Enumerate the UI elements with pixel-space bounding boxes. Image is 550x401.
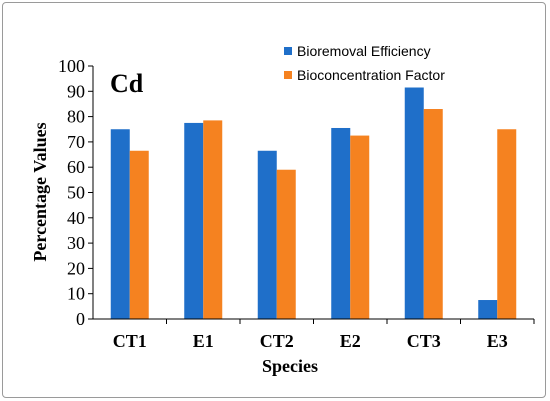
bar-bioremoval-efficiency-ct3 (404, 87, 424, 319)
bar-bioremoval-efficiency-e3 (478, 300, 498, 319)
y-tick-label: 90 (67, 81, 85, 101)
bar-bioconcentration-factor-ct3 (423, 109, 443, 319)
bar-bioconcentration-factor-e3 (497, 129, 517, 319)
legend-swatch-bioconcentration-factor (284, 71, 292, 79)
x-tick-label-e1: E1 (193, 331, 214, 351)
bar-bioconcentration-factor-e1 (203, 120, 223, 320)
bar-bioremoval-efficiency-e2 (331, 127, 351, 319)
bar-bioremoval-efficiency-ct2 (257, 150, 277, 319)
bars (110, 87, 517, 320)
y-tick-label: 10 (67, 284, 85, 304)
x-tick-label-ct2: CT2 (260, 331, 294, 351)
legend-label-bioremoval-efficiency: Bioremoval Efficiency (297, 43, 431, 59)
y-tick-label: 60 (67, 157, 85, 177)
y-tick-label: 30 (67, 233, 85, 253)
x-axis-title: Species (262, 356, 318, 376)
y-tick-label: 70 (67, 132, 85, 152)
legend: Bioremoval Efficiency Bioconcentration F… (284, 43, 445, 83)
bar-bioconcentration-factor-ct1 (129, 150, 149, 319)
x-tick-label-e2: E2 (340, 331, 361, 351)
y-tick-label: 0 (76, 309, 85, 329)
bar-bioconcentration-factor-ct2 (276, 169, 296, 319)
x-axis-ticks: CT1 E1 CT2 E2 CT3 E3 (113, 319, 535, 351)
y-axis-ticks: 0 10 20 30 40 50 60 70 80 90 100 (58, 56, 93, 329)
x-tick-label-ct1: CT1 (113, 331, 147, 351)
panel-label: Cd (110, 69, 144, 98)
y-tick-label: 80 (67, 107, 85, 127)
bar-bioremoval-efficiency-ct1 (110, 129, 130, 319)
y-tick-label: 100 (58, 56, 85, 76)
x-tick-label-e3: E3 (487, 331, 508, 351)
legend-label-bioconcentration-factor: Bioconcentration Factor (297, 67, 445, 83)
y-tick-label: 50 (67, 183, 85, 203)
y-axis-title: Percentage Values (30, 122, 50, 261)
legend-swatch-bioremoval-efficiency (284, 47, 292, 55)
y-tick-label: 20 (67, 258, 85, 278)
bar-bioconcentration-factor-e2 (350, 135, 370, 319)
y-tick-label: 40 (67, 208, 85, 228)
x-tick-label-ct3: CT3 (407, 331, 441, 351)
bar-bioremoval-efficiency-e1 (184, 122, 204, 319)
